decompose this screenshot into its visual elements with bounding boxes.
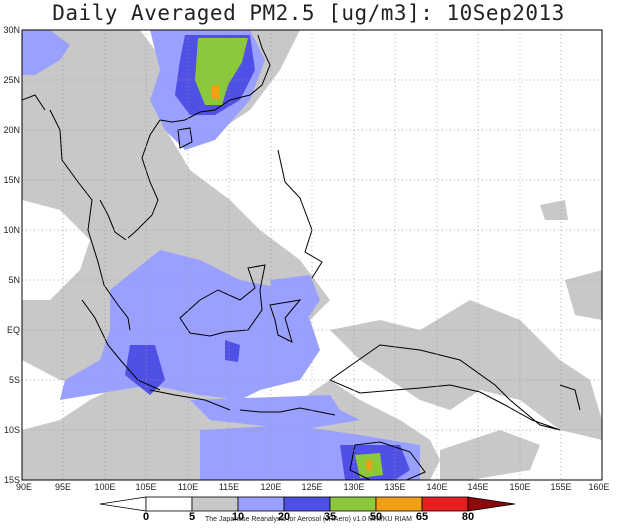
lon-tick-label: 130E xyxy=(343,482,364,492)
lon-tick-label: 95E xyxy=(55,482,71,492)
colorbar-segment xyxy=(329,496,377,512)
colorbar-label: 65 xyxy=(416,511,428,523)
colorbar-segment xyxy=(99,496,147,512)
latitude-axis: 30N 25N 20N 15N 10N 5N EQ 5S 10S 15S xyxy=(3,25,20,485)
lon-tick-label: 115E xyxy=(219,482,239,492)
lon-tick-label: 105E xyxy=(135,482,156,492)
lon-tick-label: 100E xyxy=(94,482,115,492)
colorbar-label: 80 xyxy=(462,511,474,523)
lon-tick-label: 135E xyxy=(384,482,405,492)
colorbar-segment xyxy=(145,496,193,512)
lat-tick-label: EQ xyxy=(7,325,20,335)
lat-tick-label: 15N xyxy=(3,175,20,185)
lat-tick-label: 10S xyxy=(4,425,20,435)
colorbar: 0 5 10 20 35 50 65 80 xyxy=(99,496,516,523)
lon-tick-label: 155E xyxy=(550,482,571,492)
map-title: Daily Averaged PM2.5 [ug/m3]: 10Sep2013 xyxy=(52,1,565,25)
map-frame xyxy=(21,29,603,481)
colorbar-label: 5 xyxy=(189,511,195,523)
graticule xyxy=(22,30,602,480)
longitude-axis: 90E 95E 100E 105E 110E 115E 120E 125E 13… xyxy=(16,482,610,492)
pm25-band-65-80 xyxy=(212,85,372,470)
lat-tick-label: 10N xyxy=(3,225,20,235)
lon-tick-label: 160E xyxy=(588,482,609,492)
lon-tick-label: 90E xyxy=(16,482,32,492)
lon-tick-label: 140E xyxy=(426,482,447,492)
lon-tick-label: 150E xyxy=(509,482,530,492)
lat-tick-label: 15S xyxy=(4,475,20,485)
colorbar-segment xyxy=(237,496,285,512)
colorbar-segment xyxy=(467,496,516,512)
colorbar-segment xyxy=(375,496,423,512)
lon-tick-label: 110E xyxy=(178,482,198,492)
lon-tick-label: 120E xyxy=(260,482,281,492)
lat-tick-label: 30N xyxy=(3,25,20,35)
colorbar-label: 35 xyxy=(324,511,336,523)
lat-tick-label: 25N xyxy=(3,75,20,85)
lat-tick-label: 5N xyxy=(8,275,20,285)
lat-tick-label: 20N xyxy=(3,125,20,135)
lat-tick-label: 5S xyxy=(9,375,20,385)
colorbar-label: 50 xyxy=(370,511,382,523)
colorbar-label: 0 xyxy=(143,511,149,523)
colorbar-segment xyxy=(283,496,331,512)
colorbar-segment xyxy=(421,496,469,512)
lon-tick-label: 145E xyxy=(467,482,488,492)
colorbar-segment xyxy=(191,496,239,512)
coastlines xyxy=(22,34,581,480)
credit-line: The Japanese Reanalysis for Aerosol (JRA… xyxy=(205,516,412,523)
colorbar-label: 20 xyxy=(278,511,290,523)
colorbar-label: 10 xyxy=(232,511,244,523)
lon-tick-label: 125E xyxy=(301,482,322,492)
